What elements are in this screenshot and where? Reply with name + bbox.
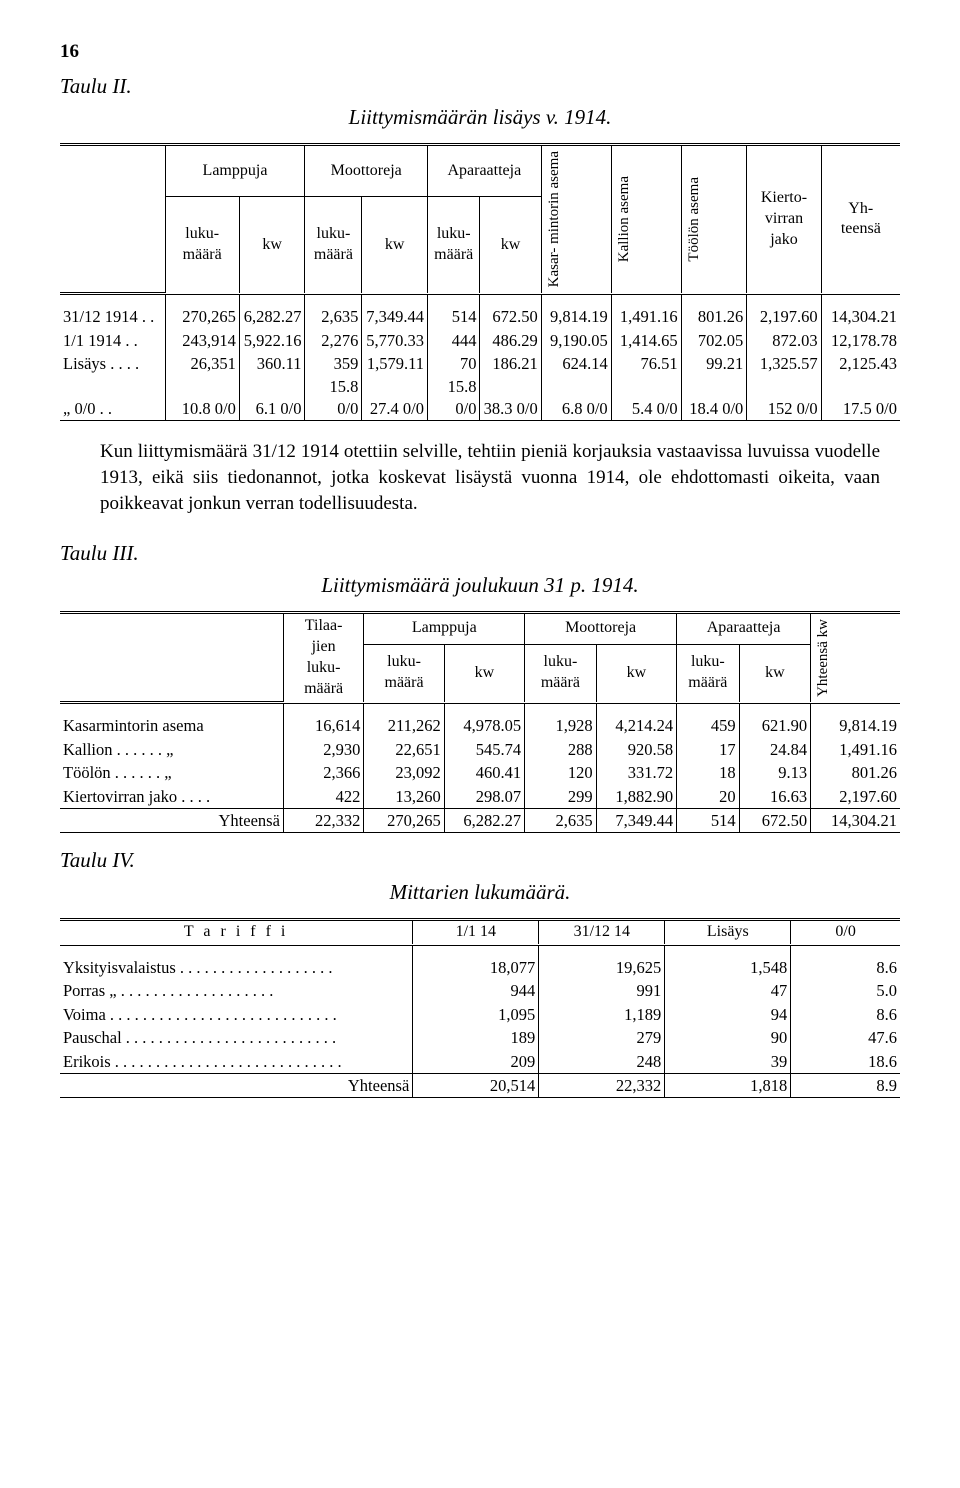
t3-sh-kw3: kw (739, 644, 810, 702)
table-row: Kiertovirran jako . . . .42213,260298.07… (60, 785, 900, 809)
t2-sh-kw2: kw (362, 197, 428, 293)
t4-h-c4: 0/0 (791, 921, 900, 944)
t2-h-lamppuja: Lamppuja (165, 146, 305, 197)
t2-h-aparaatteja: Aparaatteja (427, 146, 541, 197)
table-row: Porras „ . . . . . . . . . . . . . . . .… (60, 979, 900, 1002)
table-row: Voima . . . . . . . . . . . . . . . . . … (60, 1003, 900, 1026)
t2-sh-lk1: luku-määrä (165, 197, 239, 293)
table-row: Lisäys . . . .26,351360.113591,579.11701… (60, 352, 900, 375)
t2-sh-kw1: kw (239, 197, 305, 293)
table-row: Pauschal . . . . . . . . . . . . . . . .… (60, 1026, 900, 1049)
taulu-2-paragraph: Kun liittymismäärä 31/12 1914 otettiin s… (100, 439, 880, 516)
table-row: 31/12 1914 . .270,2656,282.272,6357,349.… (60, 305, 900, 328)
table-row-total: Yhteensä20,51422,3321,8188.9 (60, 1073, 900, 1097)
t2-h-yht: Yh-teensä (821, 146, 900, 292)
t3-sh-lk1: luku-määrä (364, 644, 444, 702)
t4-h-c3: Lisäys (665, 921, 791, 944)
t2-sh-kw3: kw (480, 197, 541, 293)
t3-sh-kw1: kw (444, 644, 524, 702)
taulu-3-title: Liittymismäärä joulukuun 31 p. 1914. (60, 572, 900, 599)
taulu-2-title: Liittymismäärän lisäys v. 1914. (60, 104, 900, 131)
taulu-4-title: Mittarien lukumäärä. (60, 879, 900, 906)
table-row: Yksityisvalaistus . . . . . . . . . . . … (60, 956, 900, 979)
table-row: Erikois . . . . . . . . . . . . . . . . … (60, 1050, 900, 1074)
t2-h-kallion: Kallion asema (615, 172, 635, 266)
taulu-2-label: Taulu II. (60, 73, 900, 100)
t3-sh-kw2: kw (596, 644, 676, 702)
t3-h-aparaatteja: Aparaatteja (677, 614, 811, 644)
t4-h-c1: 1/1 14 (413, 921, 539, 944)
t2-h-kasar: Kasar- mintorin asema (545, 147, 565, 291)
t2-h-kierto: Kierto-virranjako (747, 146, 821, 292)
table-row: Kasarmintorin asema16,614211,2624,978.05… (60, 714, 900, 737)
t3-h-yht: Yhteensä kw (814, 615, 834, 701)
t4-h-c2: 31/12 14 (539, 921, 665, 944)
t3-h-moottoreja: Moottoreja (525, 614, 677, 644)
table-row-total: Yhteensä22,332270,2656,282.272,6357,349.… (60, 808, 900, 832)
t3-sh-lk2: luku-määrä (525, 644, 596, 702)
table-row: Töölön . . . . . . „2,36623,092460.41120… (60, 761, 900, 784)
table-row: „ 0/0 . .10.8 0/06.1 0/015.8 0/027.4 0/0… (60, 375, 900, 420)
taulu-4-table: T a r i f f i 1/1 14 31/12 14 Lisäys 0/0… (60, 918, 900, 1098)
t3-h-tilaa: Tilaa-jienluku-määrä (283, 614, 363, 702)
page-number: 16 (60, 40, 900, 65)
t2-sh-lk2: luku-määrä (305, 197, 362, 293)
t2-h-moottoreja: Moottoreja (305, 146, 427, 197)
taulu-3-table: Tilaa-jienluku-määrä Lamppuja Moottoreja… (60, 611, 900, 834)
taulu-4-label: Taulu IV. (60, 847, 900, 874)
t4-h-tariffi: T a r i f f i (60, 921, 413, 944)
table-row: 1/1 1914 . .243,9145,922.162,2765,770.33… (60, 329, 900, 352)
t3-sh-lk3: luku-määrä (677, 644, 740, 702)
t2-sh-lk3: luku-määrä (427, 197, 479, 293)
t3-h-lamppuja: Lamppuja (364, 614, 525, 644)
taulu-2-table: Lamppuja Moottoreja Aparaatteja Kasar- m… (60, 143, 900, 421)
taulu-3-label: Taulu III. (60, 540, 900, 567)
table-row: Kallion . . . . . . „2,93022,651545.7428… (60, 738, 900, 761)
t2-h-toolon: Töölön asema (685, 173, 705, 266)
